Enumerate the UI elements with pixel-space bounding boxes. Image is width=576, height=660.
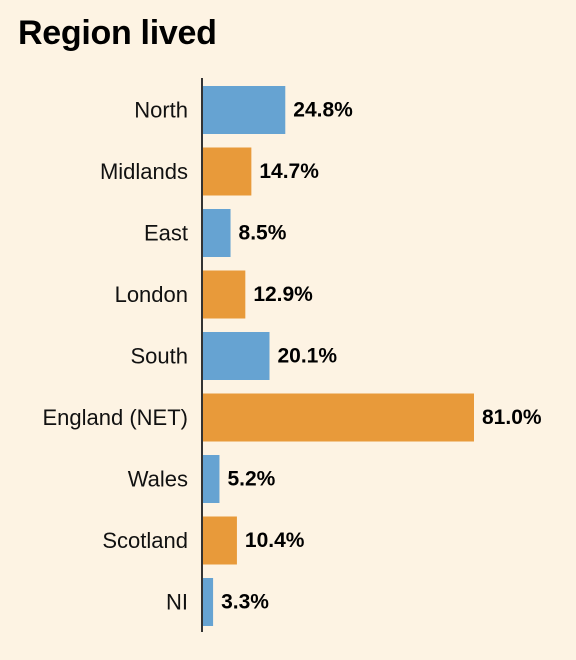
- bar-wales: [202, 455, 220, 503]
- value-label-ni: 3.3%: [221, 591, 269, 614]
- value-label-south: 20.1%: [277, 345, 337, 368]
- category-label-london: London: [115, 282, 188, 307]
- category-label-wales: Wales: [128, 467, 188, 492]
- bar-scotland: [202, 516, 237, 565]
- category-label-south: South: [131, 344, 189, 369]
- chart-title: Region lived: [18, 14, 217, 52]
- bar-london: [202, 270, 246, 319]
- value-label-england-net: 81.0%: [482, 406, 542, 429]
- category-label-ni: NI: [166, 590, 188, 615]
- bar-england-net: [202, 393, 474, 442]
- value-label-scotland: 10.4%: [245, 529, 305, 552]
- category-label-north: North: [134, 98, 188, 123]
- category-label-east: East: [144, 221, 188, 246]
- value-label-north: 24.8%: [293, 99, 353, 122]
- bar-south: [202, 332, 270, 380]
- category-label-england-net: England (NET): [42, 405, 188, 430]
- bar-east: [202, 209, 231, 257]
- value-label-wales: 5.2%: [227, 468, 275, 491]
- category-label-midlands: Midlands: [100, 159, 188, 184]
- value-label-midlands: 14.7%: [259, 160, 319, 183]
- value-label-london: 12.9%: [253, 283, 313, 306]
- bar-ni: [202, 578, 214, 626]
- bar-north: [202, 86, 286, 134]
- value-label-east: 8.5%: [239, 222, 287, 245]
- category-label-scotland: Scotland: [102, 528, 188, 553]
- bar-midlands: [202, 147, 252, 196]
